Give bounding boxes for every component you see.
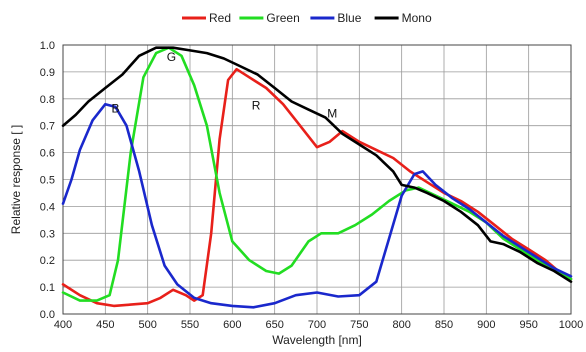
series-line-red: [61, 67, 573, 308]
legend-item-red: Red: [182, 11, 231, 25]
x-tick-label: 450: [96, 319, 114, 331]
x-tick-label: 800: [392, 319, 410, 331]
grid: [62, 44, 572, 315]
x-tick-label: 500: [138, 319, 156, 331]
legend: Red Green Blue Mono: [182, 11, 432, 25]
series-line-mono: [61, 46, 573, 283]
y-tick-label: 0.3: [40, 228, 55, 240]
plot-frame: [62, 44, 572, 315]
x-tick-label: 600: [223, 319, 241, 331]
legend-item-green: Green: [239, 11, 300, 25]
series-line-blue: [61, 102, 573, 309]
x-tick-label: 1000: [559, 319, 583, 331]
legend-item-blue: Blue: [310, 11, 362, 25]
x-tick-label: 650: [265, 319, 283, 331]
curve-annotation: M: [327, 107, 337, 121]
x-tick-label: 750: [350, 319, 368, 331]
annotation-layer: B G R M: [111, 50, 337, 120]
legend-label: Blue: [337, 11, 361, 25]
x-tick-label: 900: [477, 319, 495, 331]
legend-item-mono: Mono: [374, 11, 432, 25]
y-tick-label: 0.5: [40, 175, 55, 187]
series-line-green: [61, 46, 573, 302]
y-tick-label: 0.7: [40, 121, 55, 133]
y-tick-label: 0.0: [40, 309, 55, 321]
x-axis-label: Wavelength [nm]: [272, 333, 362, 347]
curve-annotation: R: [252, 99, 261, 113]
x-axis-ticks: 400 450 500 550 600 650 700 750 800 850 900 950 1000: [54, 319, 583, 331]
x-tick-label: 700: [308, 319, 326, 331]
y-tick-label: 1.0: [40, 40, 55, 52]
legend-label: Mono: [402, 11, 432, 25]
legend-label: Red: [209, 11, 231, 25]
x-tick-label: 400: [54, 319, 72, 331]
y-tick-label: 0.2: [40, 255, 55, 267]
x-tick-label: 850: [435, 319, 453, 331]
series-layer: [61, 46, 573, 309]
y-tick-label: 0.6: [40, 148, 55, 160]
y-axis-ticks: 0.0 0.1 0.2 0.3 0.4 0.5 0.6 0.7 0.8 0.9 1.0: [40, 40, 55, 321]
x-tick-label: 950: [519, 319, 537, 331]
legend-label: Green: [266, 11, 299, 25]
y-tick-label: 0.1: [40, 282, 55, 294]
curve-annotation: G: [167, 50, 176, 64]
y-tick-label: 0.9: [40, 67, 55, 79]
x-tick-label: 550: [181, 319, 199, 331]
y-tick-label: 0.4: [40, 201, 55, 213]
y-axis-label: Relative response [ ]: [9, 125, 23, 234]
curve-annotation: B: [111, 101, 119, 115]
y-tick-label: 0.8: [40, 94, 55, 106]
